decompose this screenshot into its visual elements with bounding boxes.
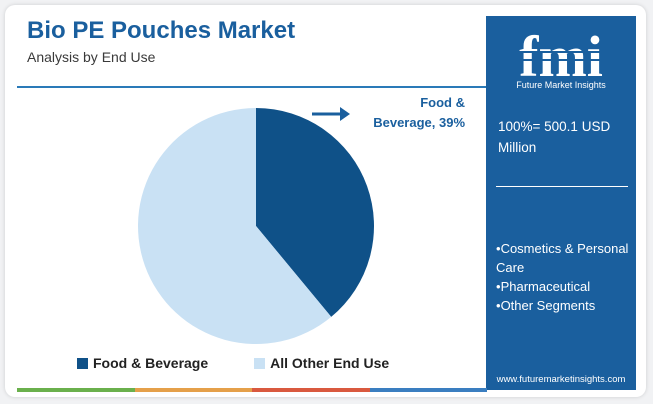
website-url[interactable]: www.futuremarketinsights.com xyxy=(496,374,626,385)
chart-card: Bio PE Pouches Market Analysis by End Us… xyxy=(5,5,646,397)
logo-text: fmi xyxy=(519,24,603,89)
arrow-right-icon xyxy=(312,107,350,121)
legend-item-all-other: All Other End Use xyxy=(254,355,389,371)
slice-label-line-2: Beverage, 39% xyxy=(373,115,465,130)
pie-slice-0 xyxy=(256,108,374,317)
chart-title: Bio PE Pouches Market xyxy=(27,17,296,44)
panel-divider xyxy=(496,186,628,187)
chart-subtitle: Analysis by End Use xyxy=(27,49,156,65)
legend-label: Food & Beverage xyxy=(93,355,209,371)
fmi-logo: fmi xyxy=(504,24,618,89)
legend-item-food-beverage: Food & Beverage xyxy=(77,355,208,371)
legend-swatch xyxy=(254,357,266,369)
slice-label-food-beverage: Food & Beverage, 39% xyxy=(365,93,465,133)
pie-slice-1 xyxy=(137,108,332,344)
bottom-bar-segment xyxy=(134,388,252,392)
pie-chart xyxy=(137,108,374,344)
bottom-bar-segment xyxy=(369,388,487,392)
bottom-color-bar xyxy=(17,388,487,392)
slice-label-line-1: Food & xyxy=(420,95,465,110)
legend-label: All Other End Use xyxy=(270,355,390,371)
title-divider xyxy=(17,86,487,88)
chart-legend: Food & Beverage All Other End Use xyxy=(77,355,389,371)
logo-caption: Future Market Insights xyxy=(516,80,606,90)
segment-list: Cosmetics & Personal Care Pharmaceutical… xyxy=(496,239,634,315)
info-panel: fmi Future Market Insights 100%= 500.1 U… xyxy=(486,16,636,390)
bottom-bar-segment xyxy=(252,388,370,392)
segment-item: Pharmaceutical xyxy=(496,277,634,296)
market-total: 100%= 500.1 USD Million xyxy=(498,119,611,155)
legend-swatch xyxy=(77,357,88,369)
bottom-bar-segment xyxy=(17,388,135,392)
segment-item: Cosmetics & Personal Care xyxy=(496,239,634,277)
segment-item: Other Segments xyxy=(496,296,634,315)
